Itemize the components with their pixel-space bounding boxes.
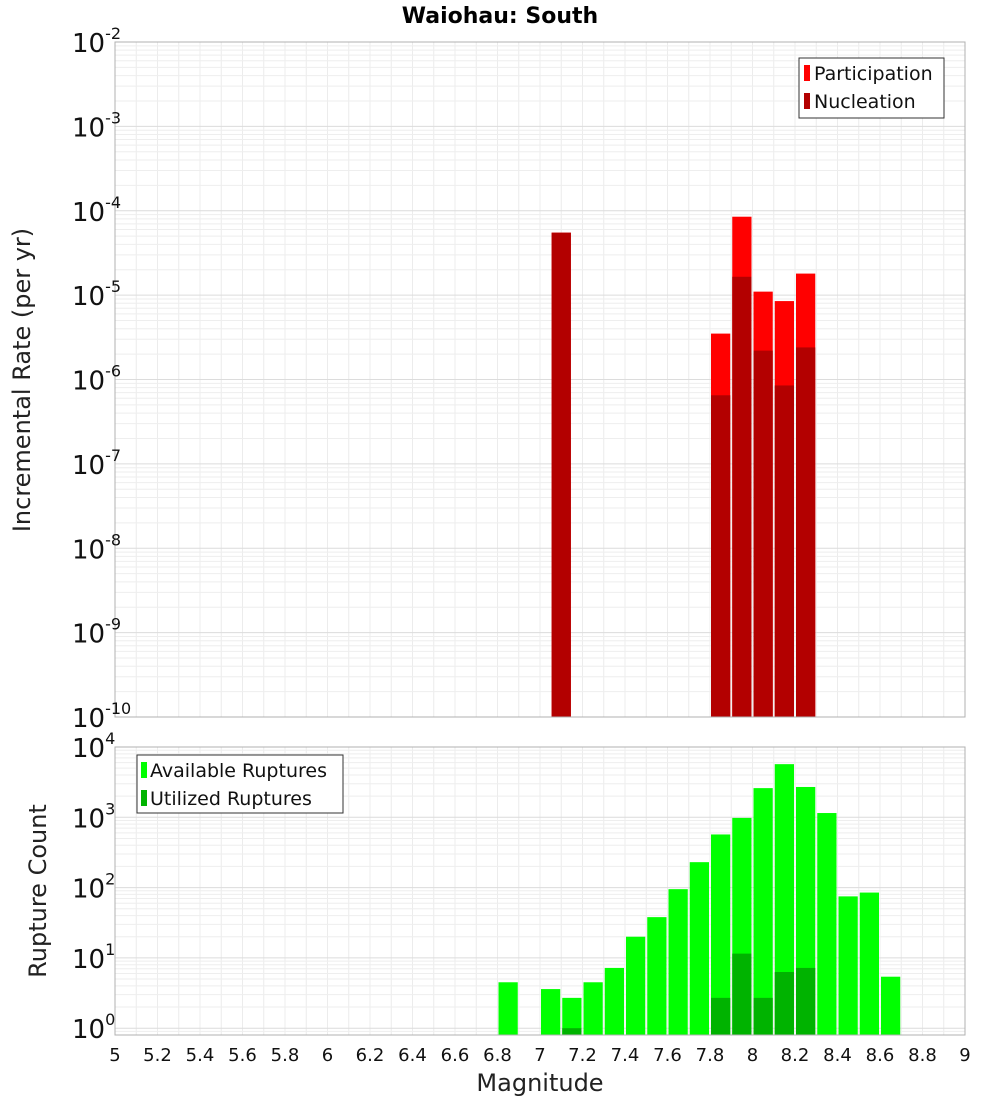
legend-label-nucleation: Nucleation — [814, 91, 916, 113]
x-tick-label: 6.8 — [483, 1045, 512, 1066]
x-tick-label: 5.8 — [271, 1045, 300, 1066]
rate-bar-nucleation — [551, 232, 571, 717]
count-bar-available-ruptures — [817, 813, 837, 1035]
rate-bar-nucleation — [796, 347, 816, 717]
rate-y-tick-label: 10-2 — [72, 24, 121, 59]
count-legend-box — [136, 754, 344, 814]
count-bar-available-ruptures — [668, 889, 688, 1035]
count-panel: 100 101 102 103 104 5 5.2 5.4 5.6 5.8 6 6.2 6.4 6.6 6… — [24, 729, 971, 1097]
x-tick-label: 7.6 — [653, 1045, 682, 1066]
x-tick-label: 7.4 — [611, 1045, 640, 1066]
x-tick-label: 8.2 — [781, 1045, 810, 1066]
rate-y-tick-label: 10-10 — [72, 699, 131, 734]
x-tick-label: 8 — [747, 1045, 758, 1066]
rate-grid — [114, 41, 966, 718]
count-y-tick-label: 100 — [72, 1010, 115, 1045]
legend-label-utilized: Utilized Ruptures — [150, 788, 312, 810]
count-y-tick-label: 102 — [72, 870, 115, 905]
x-tick-label: 7 — [534, 1045, 545, 1066]
legend-label-participation: Participation — [814, 63, 933, 85]
rate-panel: 10-10 10-9 10-8 10-7 10-6 10-5 10-4 10-3 10-2 In… — [8, 24, 966, 734]
rate-y-tick-label: 10-5 — [72, 277, 121, 312]
legend-swatch-utilized — [141, 790, 147, 806]
rate-plot-frame — [114, 41, 966, 718]
x-axis-label: Magnitude — [476, 1069, 603, 1097]
count-bar-available-ruptures — [604, 967, 624, 1035]
count-bar-available-ruptures — [859, 892, 879, 1035]
count-bar-utilized-ruptures — [753, 997, 773, 1035]
x-tick-label: 6.6 — [441, 1045, 470, 1066]
count-bar-available-ruptures — [562, 997, 582, 1035]
x-tick-label: 6.4 — [398, 1045, 427, 1066]
x-ticks: 5 5.2 5.4 5.6 5.8 6 6.2 6.4 6.6 6.8 7 7.2 7.4 7.6 7.8 8… — [109, 1045, 970, 1066]
count-bar-available-ruptures — [711, 834, 731, 1035]
rate-y-tick-label: 10-8 — [72, 530, 121, 565]
count-bar-utilized-ruptures — [774, 971, 794, 1035]
x-tick-label: 9 — [959, 1045, 970, 1066]
x-tick-label: 7.8 — [696, 1045, 725, 1066]
legend-label-available: Available Ruptures — [150, 760, 327, 782]
rate-bar-nucleation — [732, 276, 752, 717]
count-bar-available-ruptures — [498, 982, 518, 1035]
count-bar-available-ruptures — [881, 976, 901, 1035]
count-grid — [114, 746, 966, 1036]
x-tick-label: 6.2 — [356, 1045, 385, 1066]
count-y-axis-label: Rupture Count — [24, 804, 52, 978]
count-bar-utilized-ruptures — [796, 967, 816, 1035]
rate-bars — [551, 216, 816, 718]
count-bar-available-ruptures — [774, 764, 794, 1035]
count-bar-utilized-ruptures — [711, 997, 731, 1035]
rate-y-tick-label: 10-3 — [72, 108, 121, 143]
x-tick-label: 5.4 — [186, 1045, 215, 1066]
x-tick-label: 5 — [109, 1045, 120, 1066]
rate-y-tick-label: 10-6 — [72, 362, 121, 397]
x-tick-label: 7.2 — [568, 1045, 597, 1066]
x-tick-label: 5.2 — [143, 1045, 172, 1066]
rate-y-axis-label: Incremental Rate (per yr) — [8, 228, 36, 532]
count-y-tick-label: 101 — [72, 940, 115, 975]
count-bar-available-ruptures — [541, 989, 561, 1035]
count-plot-frame — [114, 746, 966, 1036]
rate-y-tick-label: 10-7 — [72, 446, 121, 481]
count-y-ticks: 100 101 102 103 104 — [72, 729, 115, 1045]
rate-y-tick-label: 10-4 — [72, 193, 121, 228]
count-bar-utilized-ruptures — [732, 953, 752, 1035]
count-bar-available-ruptures — [838, 896, 858, 1035]
legend-swatch-nucleation — [804, 93, 810, 109]
rate-y-tick-label: 10-9 — [72, 615, 121, 650]
rate-legend-box — [798, 57, 945, 119]
count-bar-available-ruptures — [753, 788, 773, 1035]
rate-bar-nucleation — [774, 385, 794, 717]
x-tick-label: 8.4 — [823, 1045, 852, 1066]
count-bar-available-ruptures — [626, 936, 646, 1035]
x-tick-label: 5.6 — [228, 1045, 257, 1066]
count-bars — [498, 764, 901, 1035]
count-bar-utilized-ruptures — [562, 1028, 582, 1035]
x-tick-label: 6 — [322, 1045, 333, 1066]
rate-legend: Participation Nucleation — [798, 57, 945, 119]
rate-y-ticks: 10-10 10-9 10-8 10-7 10-6 10-5 10-4 10-3 10-2 — [72, 24, 131, 734]
count-y-tick-label: 104 — [72, 729, 115, 764]
count-bar-available-ruptures — [583, 982, 603, 1035]
count-bar-available-ruptures — [647, 917, 667, 1035]
legend-swatch-participation — [804, 65, 810, 81]
x-tick-label: 8.6 — [866, 1045, 895, 1066]
rate-bar-nucleation — [711, 395, 731, 717]
chart-title: Waiohau: South — [402, 4, 598, 29]
legend-swatch-available — [141, 762, 147, 778]
count-bar-available-ruptures — [689, 862, 709, 1035]
rate-bar-nucleation — [753, 350, 773, 717]
x-tick-label: 8.8 — [908, 1045, 937, 1066]
count-y-tick-label: 103 — [72, 799, 115, 834]
count-legend: Available Ruptures Utilized Ruptures — [136, 754, 344, 814]
